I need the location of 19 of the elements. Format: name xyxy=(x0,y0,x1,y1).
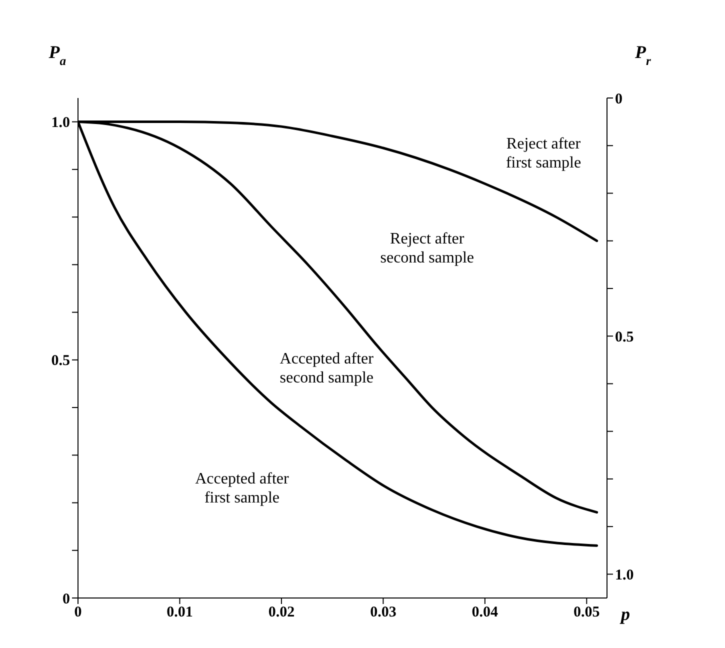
y-tick-label: 0.5 xyxy=(51,353,70,370)
annotation: Reject after second sample xyxy=(380,230,474,266)
y2-axis-title: P$_{r}$ xyxy=(634,42,652,68)
y2-tick-label: 1.0 xyxy=(615,568,634,584)
x-tick-label: 0.02 xyxy=(268,604,295,621)
x-tick-label: 0.04 xyxy=(472,604,499,621)
x-axis-title: p xyxy=(619,604,630,624)
x-tick-label: 0.03 xyxy=(370,604,396,621)
x-tick-label: 0.05 xyxy=(574,604,600,621)
annotation: Accepted after second sample xyxy=(280,350,374,386)
annotation: Reject after first sample xyxy=(506,136,582,172)
y2-tick-label: 0 xyxy=(615,91,622,108)
x-tick-label: 0.01 xyxy=(166,604,193,621)
x-tick-label: 0 xyxy=(74,604,82,621)
y2-tick-label: 0.5 xyxy=(615,329,634,346)
y-tick-label: 0 xyxy=(62,591,70,608)
annotation: Accepted after first sample xyxy=(195,470,290,506)
y-axis-title: P$_{a}$ xyxy=(48,42,66,68)
y-tick-label: 1.0 xyxy=(51,115,70,132)
